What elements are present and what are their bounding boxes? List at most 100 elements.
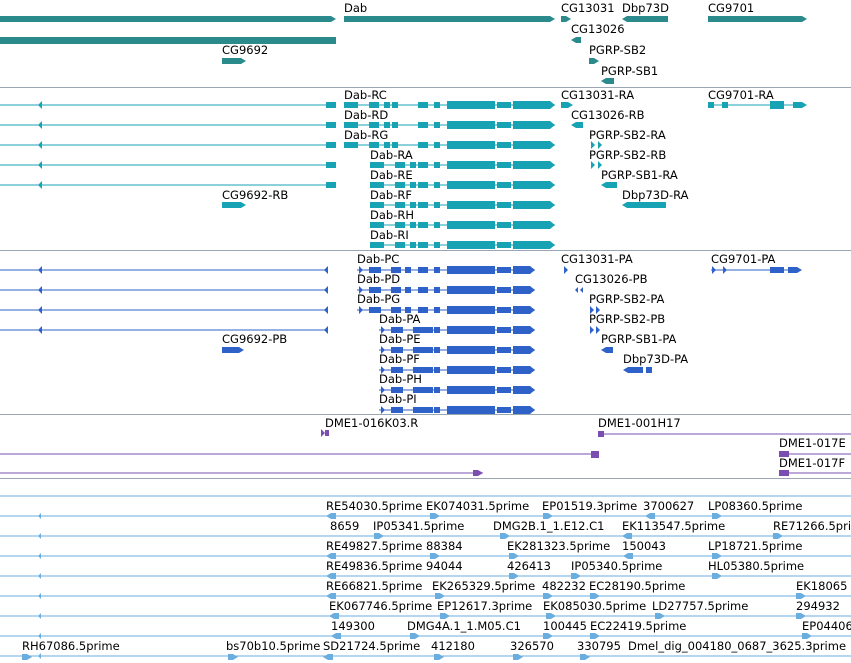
feature-label[interactable]: Dbp73D-RA (622, 188, 689, 202)
exon-block[interactable] (497, 162, 511, 168)
feature-arrow-block[interactable] (509, 573, 519, 579)
exon-block[interactable] (434, 202, 440, 208)
feature-arrow-block[interactable] (590, 633, 600, 639)
feature-label[interactable]: LP08360.5prime (708, 499, 803, 513)
exon-block[interactable] (418, 122, 428, 128)
feature-block[interactable] (770, 101, 784, 109)
exon-block[interactable] (418, 307, 428, 313)
feature-arrow-block[interactable] (513, 326, 535, 334)
feature-label[interactable]: Dab-RC (344, 88, 387, 102)
feature-label[interactable]: EK113547.5prime (622, 519, 726, 533)
clone-block[interactable] (325, 430, 329, 436)
feature-arrow-block[interactable] (543, 513, 553, 519)
feature-arrow-block[interactable] (513, 266, 535, 274)
feature-arrow-block[interactable] (22, 654, 32, 660)
feature-label[interactable]: PGRP-SB2-RA (589, 128, 666, 142)
feature-label[interactable]: EC28190.5prime (589, 579, 686, 593)
exon-block[interactable] (497, 122, 511, 128)
exon-block[interactable] (497, 202, 511, 208)
exon-block[interactable] (418, 162, 428, 168)
feature-label[interactable]: Dab-RD (344, 108, 389, 122)
feature-label[interactable]: CG13026-PB (575, 272, 648, 286)
feature-label[interactable]: EP01519.3prime (542, 499, 638, 513)
feature-arrow-block[interactable] (513, 286, 535, 294)
exon-block[interactable] (497, 222, 511, 228)
feature-label[interactable]: EK085030.5prime (543, 599, 647, 613)
exon-block[interactable] (434, 307, 440, 313)
feature-label[interactable]: CG13031 (561, 1, 615, 15)
exon-block[interactable] (497, 367, 511, 373)
feature-arrow-block[interactable] (513, 101, 555, 109)
feature-arrow-block[interactable] (410, 633, 420, 639)
exon-block[interactable] (434, 242, 440, 248)
feature-arrow-block[interactable] (513, 366, 535, 374)
feature-arrow-block[interactable] (796, 613, 806, 619)
feature-label[interactable]: 3700627 (643, 499, 695, 513)
feature-arrow-block[interactable] (712, 513, 722, 519)
exon-block[interactable] (418, 347, 428, 353)
exon-block[interactable] (418, 102, 428, 108)
feature-label[interactable]: 482232 (542, 579, 586, 593)
feature-label[interactable]: 426413 (507, 559, 551, 573)
exon-block[interactable] (418, 182, 428, 188)
exon-block[interactable] (447, 121, 495, 129)
exon-block[interactable] (447, 406, 495, 414)
exon-block[interactable] (497, 347, 511, 353)
feature-label[interactable]: 88384 (426, 539, 463, 553)
feature-label[interactable]: DMG4A.1_1.M05.C1 (407, 619, 521, 633)
feature-arrow-block[interactable] (543, 633, 553, 639)
feature-label[interactable]: CG9692-RB (222, 188, 289, 202)
exon-block[interactable] (418, 407, 428, 413)
feature-label[interactable]: EC22419.5prime (590, 619, 687, 633)
feature-arrow-block[interactable] (329, 613, 339, 619)
feature-arrow-block[interactable] (601, 182, 617, 188)
exon-block[interactable] (326, 142, 336, 148)
exon-block[interactable] (497, 182, 511, 188)
feature-arrow-block[interactable] (561, 102, 573, 108)
feature-label[interactable]: RE54030.5prime (326, 499, 423, 513)
exon-block[interactable] (447, 346, 495, 354)
feature-arrow-block[interactable] (326, 573, 336, 579)
feature-arrow-block[interactable] (323, 654, 333, 660)
exon-block[interactable] (326, 122, 336, 128)
exon-block[interactable] (497, 407, 511, 413)
feature-label[interactable]: Dab (344, 1, 368, 15)
feature-label[interactable]: RE49827.5prime (326, 539, 423, 553)
exon-block[interactable] (434, 182, 440, 188)
exon-block[interactable] (447, 326, 495, 334)
exon-block[interactable] (418, 287, 428, 293)
feature-arrow-block[interactable] (331, 633, 341, 639)
feature-arrow-block[interactable] (0, 16, 336, 22)
feature-label[interactable]: 94044 (426, 559, 463, 573)
feature-arrow-block[interactable] (513, 161, 555, 169)
exon-block[interactable] (447, 386, 495, 394)
exon-block[interactable] (434, 347, 440, 353)
feature-label[interactable]: CG9701 (708, 1, 755, 15)
feature-arrow-block[interactable] (773, 533, 783, 539)
feature-label[interactable]: CG9692 (222, 43, 269, 57)
exon-block[interactable] (418, 242, 428, 248)
feature-arrow-block[interactable] (513, 654, 523, 660)
feature-label[interactable]: EK074031.5prime (426, 499, 530, 513)
feature-arrow-block[interactable] (513, 306, 535, 314)
feature-arrow-block[interactable] (513, 141, 555, 149)
feature-label[interactable]: CG13031-RA (561, 88, 635, 102)
feature-label[interactable]: EK281323.5prime (507, 539, 611, 553)
feature-arrow-block[interactable] (802, 633, 812, 639)
feature-arrow-block[interactable] (622, 16, 668, 22)
feature-label[interactable]: LD27757.5prime (652, 599, 749, 613)
feature-arrow-block[interactable] (222, 58, 246, 64)
clone-block[interactable] (591, 451, 599, 458)
exon-block[interactable] (434, 287, 440, 293)
feature-label[interactable]: Dab-PF (379, 352, 420, 366)
gene-block[interactable] (0, 37, 336, 44)
feature-label[interactable]: Dab-PA (379, 312, 421, 326)
feature-label[interactable]: CG13026-RB (571, 108, 645, 122)
exon-block[interactable] (326, 182, 336, 188)
feature-arrow-block[interactable] (509, 553, 519, 559)
exon-block[interactable] (434, 327, 440, 333)
clone-block[interactable] (779, 470, 789, 476)
feature-arrow-block[interactable] (473, 470, 483, 476)
feature-label[interactable]: RE49836.5prime (326, 559, 423, 573)
